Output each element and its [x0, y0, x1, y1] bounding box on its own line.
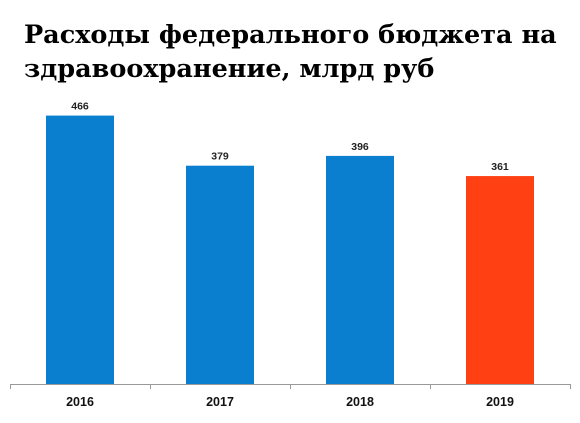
category-label-2016: 2016	[66, 395, 94, 409]
chart-title: Расходы федерального бюджета на здравоох…	[24, 20, 557, 84]
bar-2018	[326, 155, 394, 384]
data-label-2018: 396	[351, 141, 369, 153]
bar-2016	[46, 115, 114, 385]
category-label-2017: 2017	[206, 395, 234, 409]
data-label-2017: 379	[211, 151, 229, 163]
data-label-2019: 361	[491, 161, 509, 173]
data-label-2016: 466	[71, 101, 89, 113]
bar-2017	[186, 165, 254, 384]
category-label-2018: 2018	[346, 395, 374, 409]
bar-2019	[466, 176, 534, 384]
category-label-2019: 2019	[486, 395, 514, 409]
bars-group: 466 379 396 361	[46, 101, 534, 385]
x-axis: 2016 2017 2018 2019	[10, 384, 571, 409]
